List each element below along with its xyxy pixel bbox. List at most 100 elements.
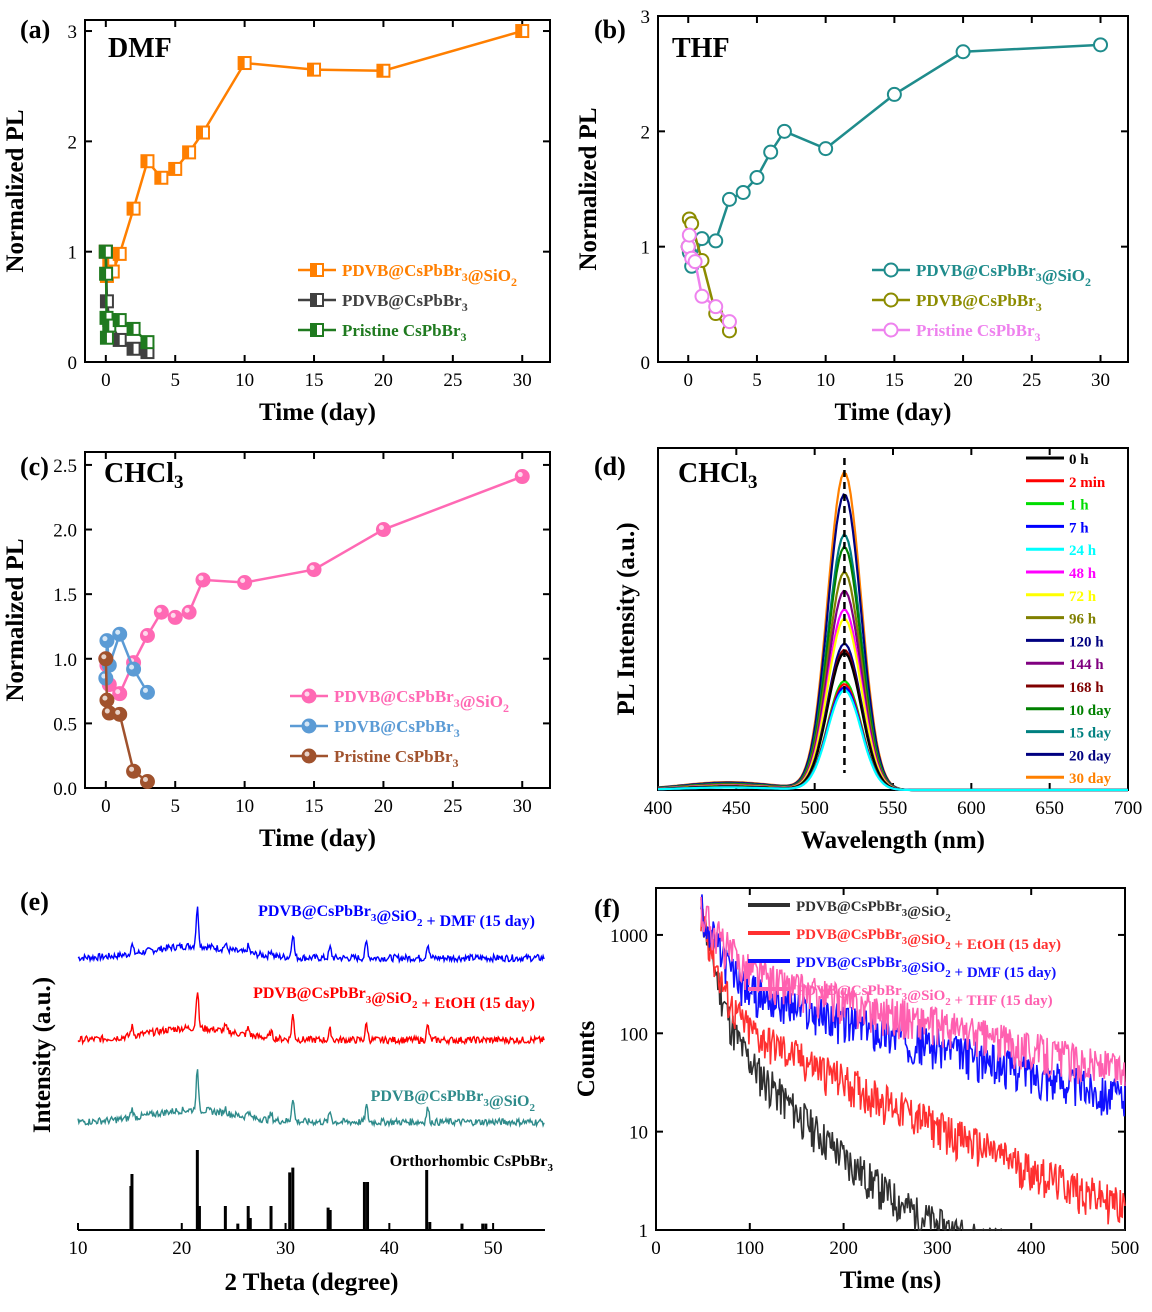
legend-label-part: PDVB@CsPbBr [796,899,902,915]
data-point [681,227,697,243]
data-point-highlight [101,654,107,660]
x-tick-label: 20 [374,370,393,391]
x-tick-label: 20 [374,796,393,817]
legend-label-part: + EtOH (15 day) [951,937,1061,953]
spectrum-line [657,680,1128,792]
data-point [886,86,902,102]
y-axis-label: Intensity (a.u.) [29,977,56,1133]
data-point [375,522,391,538]
legend-label: PDVB@CsPbBr3 [916,291,1042,314]
legend-label: PDVB@CsPbBr3@SiO2 [796,899,951,924]
pattern-label: PDVB@CsPbBr3@SiO2 + DMF (15 day) [258,903,535,930]
data-point [301,688,317,704]
pattern-label-part: 2 [417,917,423,929]
chart-title: DMF [108,33,172,64]
legend-label-part: PDVB@CsPbBr [796,927,902,943]
pattern-label: PDVB@CsPbBr3@SiO2 + EtOH (15 day) [253,985,535,1012]
data-point [112,626,128,642]
data-point-highlight [129,664,135,670]
data-point-highlight [309,565,315,571]
y-tick-label: 1 [68,243,78,264]
data-point-fill [113,333,120,346]
data-point [153,604,169,620]
plot-frame [84,19,551,363]
data-point-highlight [104,708,110,714]
data-point-highlight [129,766,135,772]
data-point-fill [103,319,110,332]
data-point [99,633,115,649]
x-tick-label: 700 [1114,798,1143,819]
data-point-highlight [517,472,523,478]
plot-frame [84,451,551,789]
data-point-highlight [156,607,162,613]
data-point [883,322,899,338]
y-tick-label: 3 [68,22,78,43]
pattern-label-part: PDVB@CsPbBr [253,985,366,1002]
pattern-label-part: 3 [371,912,377,924]
legend-label: PDVB@CsPbBr3 [334,717,460,740]
legend-label-part: 3 [902,935,908,947]
data-point [98,651,114,667]
data-point [708,233,724,249]
chart-panel-d: (d) 400 450 500 550 600 650 700 Wavelength (nm) P… [594,447,1143,854]
legend-label-part: 2 [945,940,951,952]
y-tick-label: 2.0 [53,521,77,542]
data-point [99,692,115,708]
data-point [708,299,724,315]
data-point-fill [100,311,107,324]
x-tick-label: 20 [954,370,973,391]
legend-label-part: 3 [454,696,460,710]
decay-curve [700,908,1126,1225]
spectrum-line [657,608,1128,792]
legend-label: 7 h [1069,520,1089,536]
data-point [1093,37,1109,53]
chart-panel-e: (e) 10 20 30 40 50 2 Theta (degree) Intensity (… [20,887,554,1296]
y-tick-label: 0.5 [53,714,77,735]
legend-label: 120 h [1069,634,1104,650]
legend-label: 10 day [1069,703,1112,719]
y-axis-label: Counts [573,1021,600,1098]
data-point-highlight [170,612,176,618]
x-tick-label: 30 [513,796,532,817]
x-axis-label: 2 Theta (degree) [224,1269,398,1296]
y-tick-label: 1.5 [53,585,77,606]
legend-label: 72 h [1069,589,1097,605]
legend-label-part: 2 [945,912,951,924]
x-axis-label: Time (day) [835,399,952,426]
data-point-highlight [115,689,121,695]
legend-label-part: PDVB@CsPbBr [334,717,454,736]
panel-label: (e) [20,887,49,916]
data-point [112,706,128,722]
x-tick-label: 300 [923,1238,952,1259]
spectrum-line [657,642,1128,792]
data-point [126,661,142,677]
x-tick-label: 650 [1035,798,1064,819]
data-point [181,604,197,620]
data-point [167,609,183,625]
x-tick-label: 25 [1022,370,1041,391]
legend-label-part: 3 [902,963,908,975]
y-tick-label: 2 [68,132,78,153]
legend-label-part: Pristine CsPbBr [916,321,1035,340]
spectrum-line [657,686,1128,792]
x-tick-label: 20 [172,1238,191,1259]
data-point [237,575,253,591]
y-axis-label: Normalized PL [2,109,29,272]
x-tick-label: 30 [513,370,532,391]
decay-curve [700,894,1126,1117]
legend-label-part: 3 [1036,270,1042,284]
legend-label-part: @SiO [907,904,945,920]
legend-label: 168 h [1069,680,1104,696]
data-point-highlight [304,691,310,697]
xrd-pattern [77,906,545,964]
x-tick-label: 450 [722,798,751,819]
chart-title: CHCl3 [678,458,758,493]
pattern-label-part: @SiO [371,990,412,1007]
plot-frame [655,887,1126,1231]
plot-frame [657,15,1129,363]
legend-label-part: 3 [1036,300,1042,314]
data-point-highlight [378,525,384,531]
data-point-fill [113,247,120,260]
legend-label: 0 h [1069,452,1089,468]
